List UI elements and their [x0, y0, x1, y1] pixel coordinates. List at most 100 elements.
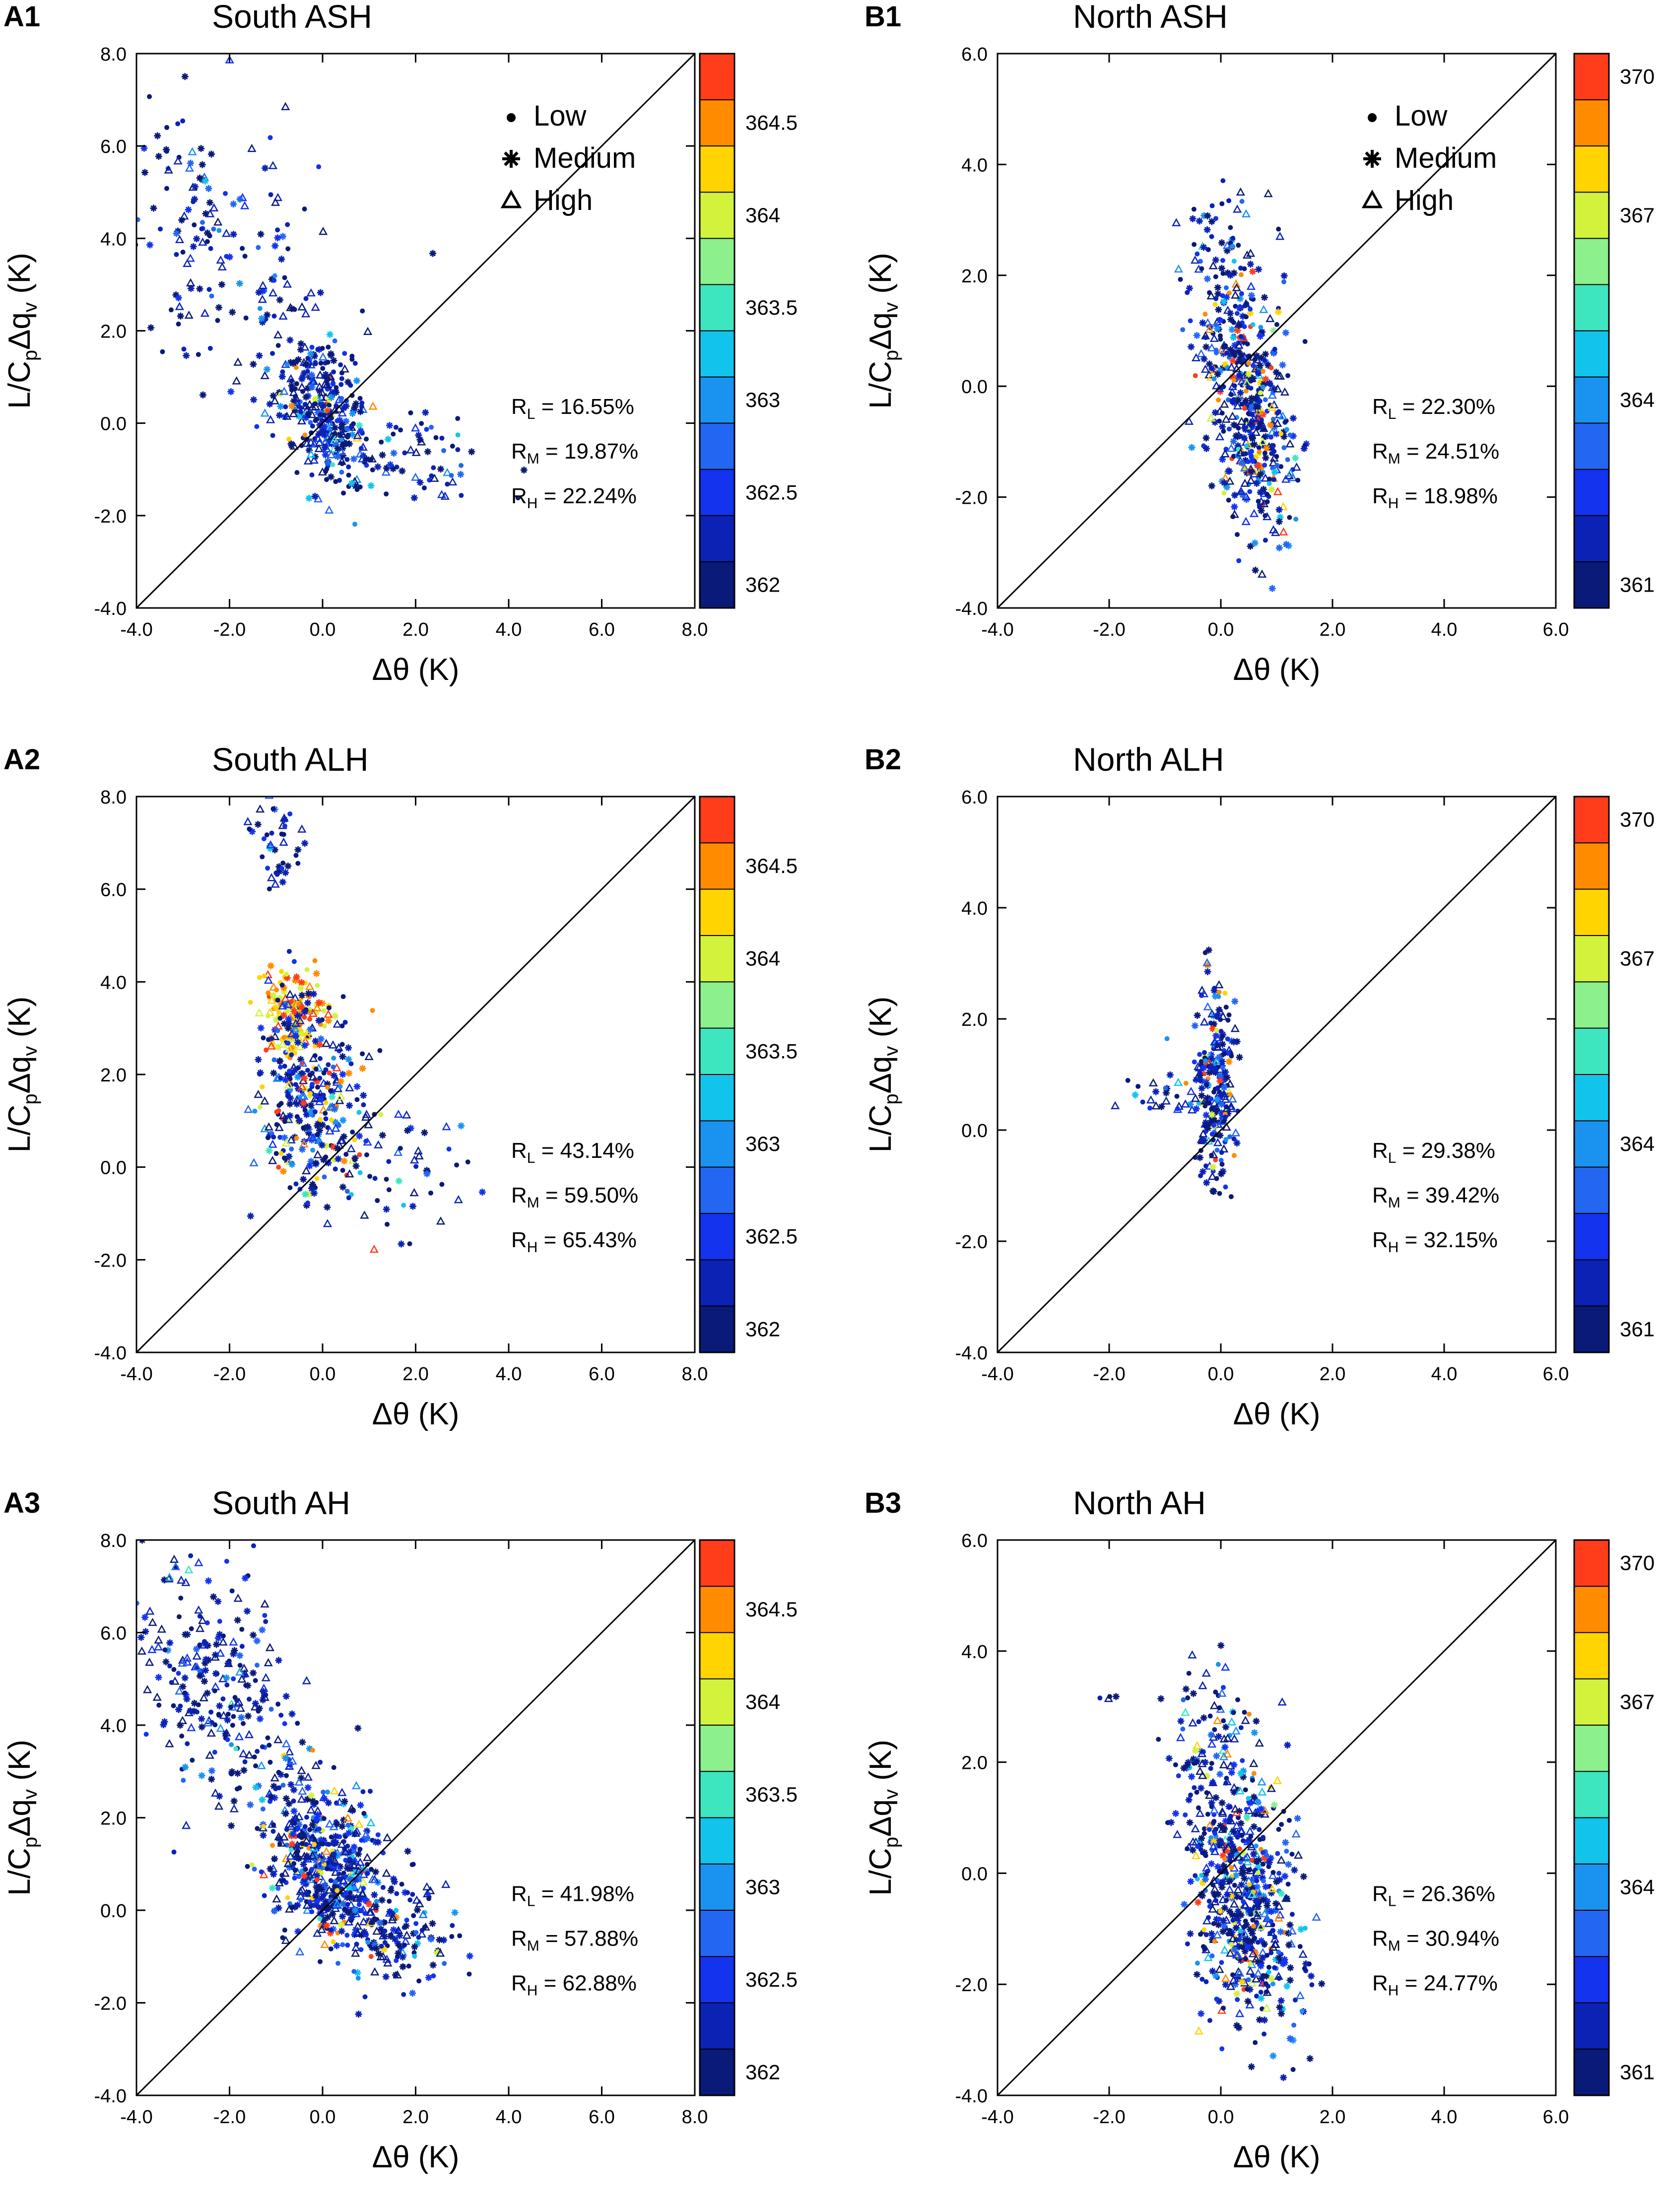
marker-medium	[1229, 373, 1236, 381]
marker-medium	[1251, 1729, 1258, 1737]
marker-high	[303, 1027, 312, 1036]
stat-m: RM = 19.87%	[511, 439, 638, 467]
marker-low	[271, 1822, 276, 1827]
marker-medium	[1257, 488, 1264, 496]
marker-medium	[1270, 349, 1277, 357]
marker-medium	[282, 869, 289, 876]
marker-low	[326, 1005, 332, 1010]
marker-medium	[1267, 1908, 1275, 1915]
marker-high	[268, 1156, 277, 1164]
marker-medium	[332, 441, 339, 448]
marker-medium	[1158, 1103, 1165, 1110]
marker-high	[383, 1958, 393, 1967]
marker-low	[324, 477, 329, 482]
marker-high	[346, 1144, 356, 1152]
marker-low	[208, 1709, 214, 1715]
marker-high	[1227, 362, 1236, 371]
marker-low	[411, 1913, 416, 1918]
colorbar-label: 363.5	[745, 296, 798, 319]
marker-low	[266, 886, 272, 892]
marker-high	[1268, 1943, 1278, 1951]
marker-medium	[316, 1127, 324, 1134]
colorbar-swatch	[1574, 192, 1609, 239]
marker-low	[302, 1014, 307, 1020]
marker-medium	[1248, 421, 1255, 428]
marker-low	[354, 1097, 360, 1102]
marker-medium	[280, 984, 287, 992]
legend-asterisk-icon	[502, 150, 520, 168]
y-axis-title: L/CpΔqv (K)	[864, 997, 902, 1153]
marker-medium	[385, 435, 392, 443]
marker-medium	[282, 1795, 290, 1802]
marker-medium	[436, 1936, 443, 1944]
marker-medium	[1237, 351, 1245, 359]
marker-high	[1232, 1950, 1241, 1959]
marker-medium	[1229, 398, 1236, 405]
marker-low	[291, 1798, 296, 1804]
marker-high	[334, 1043, 343, 1052]
panel-title: North AH	[1073, 1484, 1206, 1521]
marker-medium	[1211, 1066, 1219, 1073]
marker-low	[1205, 1915, 1211, 1920]
marker-high	[394, 1109, 403, 1118]
marker-medium	[264, 366, 271, 373]
marker-high	[247, 143, 257, 152]
colorbar-label: 363.5	[745, 1039, 798, 1063]
marker-low	[1183, 1812, 1188, 1817]
marker-medium	[1245, 404, 1252, 411]
marker-medium	[1214, 284, 1221, 291]
marker-high	[1240, 463, 1250, 472]
marker-low	[1258, 325, 1264, 330]
marker-medium	[230, 1798, 238, 1805]
marker-medium	[300, 1872, 308, 1879]
marker-low	[285, 246, 291, 252]
marker-medium	[1267, 1889, 1275, 1897]
y-tick-label: 0.0	[100, 1158, 127, 1179]
marker-medium	[282, 1754, 289, 1762]
marker-high	[303, 456, 313, 465]
marker-medium	[297, 340, 305, 347]
marker-high	[355, 449, 365, 458]
marker-high	[1236, 486, 1246, 495]
marker-low	[318, 1759, 323, 1765]
marker-medium	[356, 1133, 363, 1140]
marker-high	[1209, 1805, 1219, 1814]
marker-medium	[1197, 1841, 1204, 1848]
marker-medium	[183, 1695, 191, 1703]
marker-high	[414, 1151, 424, 1160]
marker-low	[1197, 1052, 1202, 1057]
marker-medium	[315, 430, 323, 437]
legend-triangle-icon	[500, 189, 522, 208]
marker-high	[272, 1894, 281, 1903]
marker-low	[1199, 1977, 1205, 1982]
colorbar-label: 364	[745, 1690, 780, 1713]
marker-high	[1220, 1873, 1230, 1882]
marker-low	[82, 79, 87, 84]
marker-low	[1243, 388, 1249, 394]
marker-high	[308, 1851, 317, 1859]
marker-high	[1211, 381, 1221, 390]
marker-high	[260, 371, 269, 379]
marker-low	[1185, 1695, 1191, 1701]
marker-medium	[1213, 1096, 1221, 1103]
marker-low	[394, 1891, 400, 1896]
marker-low	[1208, 1096, 1214, 1102]
y-tick-label: 2.0	[100, 322, 127, 342]
marker-low	[1223, 1137, 1229, 1142]
marker-low	[255, 1663, 260, 1668]
marker-medium	[1234, 1952, 1242, 1959]
marker-low	[1210, 1105, 1216, 1111]
marker-medium	[340, 404, 347, 412]
marker-low	[1215, 1662, 1221, 1667]
marker-low	[1232, 1882, 1237, 1888]
marker-low	[282, 1064, 287, 1069]
marker-low	[323, 374, 328, 380]
marker-medium	[276, 1057, 283, 1065]
marker-low	[1260, 369, 1265, 374]
marker-low	[264, 832, 269, 838]
marker-low	[262, 1612, 267, 1618]
marker-low	[318, 412, 323, 417]
marker-high	[234, 1732, 244, 1741]
marker-low	[1213, 322, 1218, 328]
marker-medium	[242, 1574, 249, 1582]
